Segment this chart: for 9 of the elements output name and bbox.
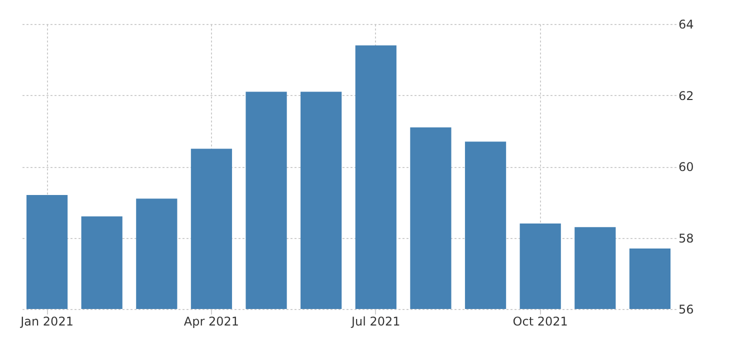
y-tick-label: 60 bbox=[678, 160, 694, 174]
x-tick-label: Apr 2021 bbox=[184, 314, 240, 328]
y-tick-label: 64 bbox=[678, 18, 694, 32]
x-tick-label: Jul 2021 bbox=[350, 314, 400, 328]
y-tick-label: 56 bbox=[678, 302, 694, 316]
y-tick-label: 58 bbox=[678, 231, 694, 246]
y-tick-label: 62 bbox=[678, 88, 694, 103]
x-tick-label: Oct 2021 bbox=[512, 314, 568, 328]
x-tick-label: Jan 2021 bbox=[20, 314, 74, 328]
